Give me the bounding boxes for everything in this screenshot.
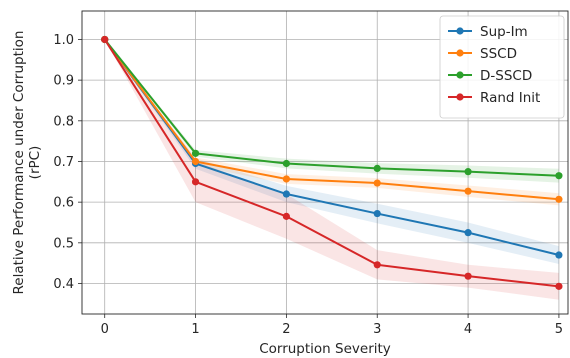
y-tick-label: 1.0 [53, 33, 74, 48]
point-rand-init [282, 212, 290, 220]
point-sscd [282, 175, 290, 183]
point-rand-init [555, 282, 563, 290]
point-sscd [373, 179, 381, 187]
legend-marker-rand-init [456, 93, 464, 101]
point-d-sscd [282, 159, 290, 168]
point-rand-init [373, 261, 381, 269]
point-rand-init [191, 178, 200, 186]
line-sup-im [103, 38, 560, 256]
y-axis-label-unit: (rPC) [27, 146, 43, 180]
band-rand-init [104, 39, 559, 300]
series-lines [103, 38, 560, 288]
x-tick-label: 4 [464, 322, 472, 337]
point-rand-init [464, 272, 472, 280]
band-d-sscd [104, 39, 559, 183]
legend-label-rand-init: Rand Init [480, 90, 540, 106]
point-d-sscd [464, 168, 472, 176]
y-tick-label: 0.9 [53, 74, 74, 89]
legend-marker-sup-im [456, 27, 464, 35]
point-sscd [464, 187, 472, 195]
legend-label-d-sscd: D-SSCD [480, 68, 532, 84]
y-axis-ticks: 0.4 0.5 0.6 0.7 0.8 0.9 1.0 [53, 33, 82, 292]
y-tick-label: 0.4 [53, 277, 74, 292]
x-axis-label: Corruption Severity [259, 341, 391, 357]
y-tick-label: 0.7 [53, 155, 74, 170]
plot-frame [81, 10, 569, 315]
legend-label-sscd: SSCD [480, 46, 517, 62]
x-tick-label: 3 [373, 322, 381, 337]
point-sscd [191, 157, 200, 166]
confidence-bands [104, 39, 559, 300]
point-d-sscd [373, 164, 381, 172]
point-sup-im [555, 251, 563, 259]
point-d-sscd [555, 172, 563, 180]
point-d-sscd [191, 149, 200, 157]
band-sscd [104, 39, 559, 206]
x-tick-label: 5 [555, 322, 563, 337]
y-tick-label: 0.6 [53, 196, 74, 211]
legend-marker-d-sscd [456, 71, 464, 79]
x-axis-ticks: 0 1 2 3 4 5 [101, 314, 563, 337]
x-tick-label: 1 [191, 322, 199, 337]
point-sup-im [282, 190, 290, 198]
y-tick-label: 0.5 [53, 236, 74, 251]
line-sscd [103, 38, 560, 201]
y-tick-label: 0.8 [53, 114, 74, 129]
point-sscd [555, 195, 563, 203]
line-d-sscd [103, 38, 559, 177]
legend-box [439, 15, 565, 119]
x-tick-label: 2 [282, 322, 290, 337]
point-sup-im [464, 229, 472, 237]
legend-marker-sscd [456, 49, 464, 57]
y-axis-label: Relative Performance under Corruption [11, 31, 27, 295]
legend-label-sup-im: Sup-Im [480, 24, 528, 40]
band-sup-im [104, 39, 559, 264]
x-tick-label: 0 [101, 322, 109, 337]
series-points [101, 35, 563, 290]
point-rand-init [101, 35, 109, 44]
legend: Sup-Im SSCD D-SSCD Rand Init [439, 15, 565, 119]
point-sup-im [373, 209, 381, 218]
line-rand-init [103, 38, 560, 288]
